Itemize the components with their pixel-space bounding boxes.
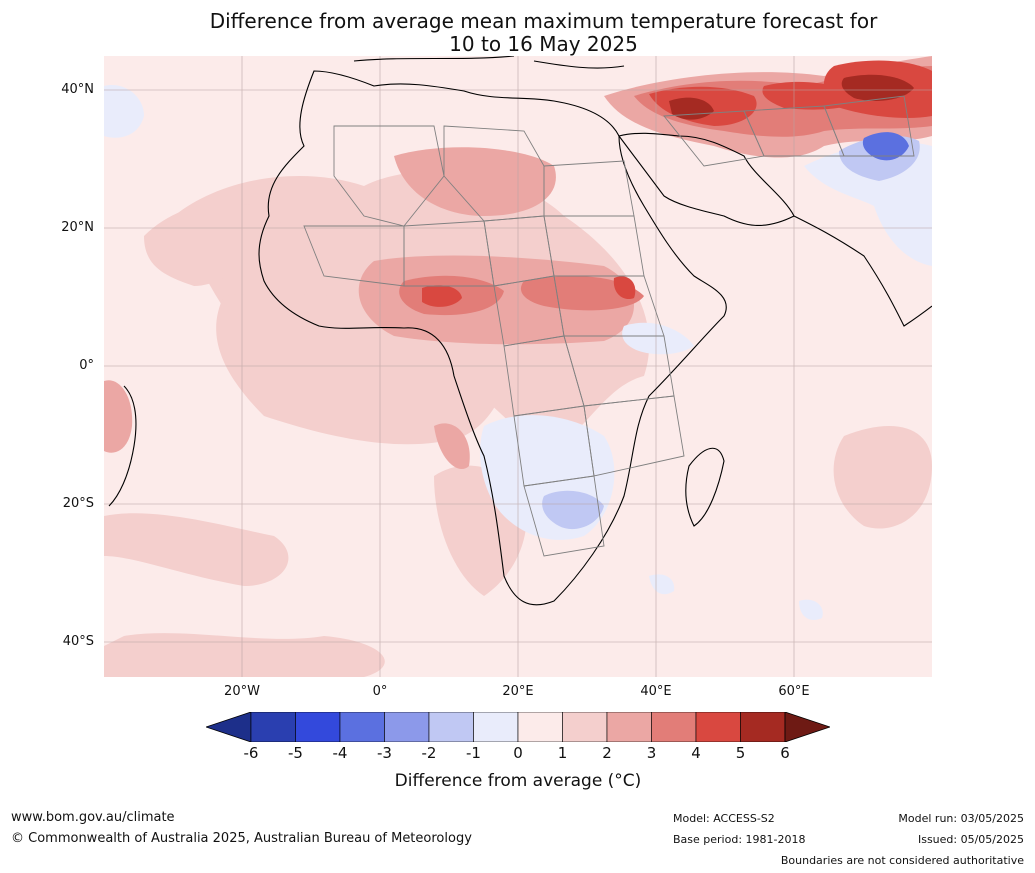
- colorbar-tick-label: 2: [602, 744, 612, 762]
- colorbar-tick-label: -6: [243, 744, 259, 762]
- colorbar-segment: [428, 712, 474, 742]
- colorbar-segment: [740, 712, 786, 742]
- colorbar-segment: [606, 712, 652, 742]
- colorbar-tick-label: -1: [466, 744, 481, 762]
- footer-boundaries-note: Boundaries are not considered authoritat…: [780, 854, 1024, 867]
- colorbar-segment: [339, 712, 385, 742]
- colorbar-tick-label: 1: [557, 744, 568, 762]
- colorbar-extend-low: [206, 712, 252, 742]
- lat-label-0: 0°: [79, 358, 94, 373]
- colorbar-segment: [695, 712, 741, 742]
- lat-label-20n: 20°N: [61, 220, 94, 235]
- colorbar-segment: [517, 712, 563, 742]
- colorbar-tick-label: 4: [691, 744, 701, 762]
- lon-label-20e: 20°E: [502, 684, 534, 699]
- footer-base-period: Base period: 1981-2018: [673, 833, 806, 846]
- colorbar-segment: [562, 712, 608, 742]
- lat-label-40s: 40°S: [62, 634, 94, 649]
- lon-label-40e: 40°E: [640, 684, 672, 699]
- colorbar-segment: [473, 712, 519, 742]
- colorbar-tick-label: 0: [513, 744, 523, 762]
- footer-site-link[interactable]: www.bom.gov.au/climate: [11, 810, 175, 825]
- colorbar-segment: [384, 712, 430, 742]
- map-title: Difference from average mean maximum tem…: [0, 10, 1035, 56]
- coastline-lines: [108, 56, 932, 606]
- country-borders: [303, 95, 915, 557]
- colorbar-tick-label: -3: [377, 744, 392, 762]
- title-line-2: 10 to 16 May 2025: [449, 32, 638, 56]
- colorbar-segment: [250, 712, 296, 742]
- lon-label-0: 0°: [372, 684, 388, 699]
- colorbar: [206, 712, 830, 742]
- colorbar-segment: [295, 712, 341, 742]
- colorbar-segment: [651, 712, 697, 742]
- title-line-1: Difference from average mean maximum tem…: [209, 9, 878, 33]
- lon-label-20w: 20°W: [224, 684, 260, 699]
- colorbar-tick-label: -5: [288, 744, 303, 762]
- colorbar-tick-label: -4: [332, 744, 348, 762]
- colorbar-title: Difference from average (°C): [394, 771, 642, 791]
- lon-label-60e: 60°E: [778, 684, 810, 699]
- colorbar-extend-high: [784, 712, 830, 742]
- footer-model-run: Model run: 03/05/2025: [898, 812, 1024, 825]
- temperature-anomaly-map: [104, 56, 932, 677]
- colorbar-tick-label: 5: [735, 744, 746, 762]
- lat-label-40n: 40°N: [61, 82, 94, 97]
- colorbar-tick-label: 3: [646, 744, 657, 762]
- footer-copyright: © Commonwealth of Australia 2025, Austra…: [11, 831, 472, 846]
- colorbar-tick-label: 6: [780, 744, 790, 762]
- lat-label-20s: 20°S: [62, 496, 94, 511]
- footer-model: Model: ACCESS-S2: [673, 812, 775, 825]
- colorbar-tick-label: -2: [421, 744, 437, 762]
- footer-issued: Issued: 05/05/2025: [917, 833, 1024, 846]
